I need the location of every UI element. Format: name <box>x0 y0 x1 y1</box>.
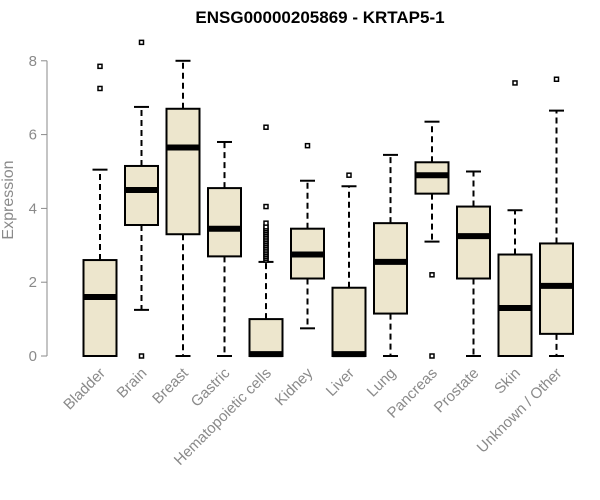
box-group-unknown-other <box>539 76 574 357</box>
outlier-point <box>512 80 518 86</box>
box-iqr <box>207 187 242 258</box>
x-tick-label: Prostate <box>431 365 483 417</box>
outlier-point <box>263 124 269 130</box>
y-tick-label: 0 <box>29 348 37 365</box>
y-tick-label: 6 <box>29 127 37 144</box>
box-group-skin <box>497 80 533 357</box>
outlier-point <box>263 203 269 210</box>
plot-area <box>82 39 574 359</box>
outlier-point <box>429 353 435 359</box>
outlier-point <box>138 353 145 359</box>
box-group-hematopoietic-cells <box>248 124 284 358</box>
outlier-point <box>429 272 435 278</box>
x-tick-label: Liver <box>323 365 358 400</box>
x-tick-label: Bladder <box>60 365 109 414</box>
outlier-point <box>304 142 311 149</box>
box-group-lung <box>373 153 408 357</box>
box-group-brain <box>124 39 159 359</box>
box-group-prostate <box>456 170 491 357</box>
box-iqr <box>248 318 284 358</box>
x-tick-label: Kidney <box>272 364 317 409</box>
box-iqr <box>331 286 367 357</box>
outlier-point <box>346 172 352 178</box>
outlier-point <box>97 85 103 92</box>
y-tick-label: 4 <box>29 200 37 217</box>
box-iqr <box>165 107 201 236</box>
y-axis-label: Expression <box>0 160 17 239</box>
box-iqr <box>82 259 118 357</box>
x-tick-label: Skin <box>491 365 524 398</box>
box-group-pancreas <box>414 120 450 359</box>
outlier-point <box>97 63 103 70</box>
x-tick-label: Breast <box>149 364 192 407</box>
box-iqr <box>373 222 408 315</box>
y-tick-label: 8 <box>29 53 37 70</box>
outlier-point <box>553 76 560 82</box>
y-tick-label: 2 <box>29 274 37 291</box>
box-group-bladder <box>82 63 118 357</box>
outlier-point <box>138 39 145 46</box>
box-iqr <box>124 164 159 227</box>
box-group-breast <box>165 59 201 357</box>
box-group-kidney <box>290 142 325 330</box>
x-tick-label: Lung <box>364 365 400 401</box>
box-iqr <box>456 205 491 280</box>
outlier-point <box>263 220 269 226</box>
y-axis: 0 2 4 6 8 <box>29 53 48 365</box>
box-group-gastric <box>207 140 242 357</box>
box-group-liver <box>331 172 367 358</box>
x-tick-label: Brain <box>114 365 151 402</box>
chart-title: ENSG00000205869 - KRTAP5-1 <box>195 8 444 27</box>
